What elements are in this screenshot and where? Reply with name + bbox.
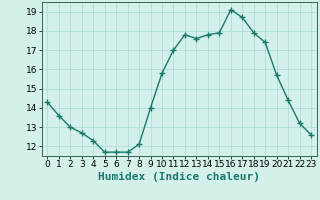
- X-axis label: Humidex (Indice chaleur): Humidex (Indice chaleur): [98, 172, 260, 182]
